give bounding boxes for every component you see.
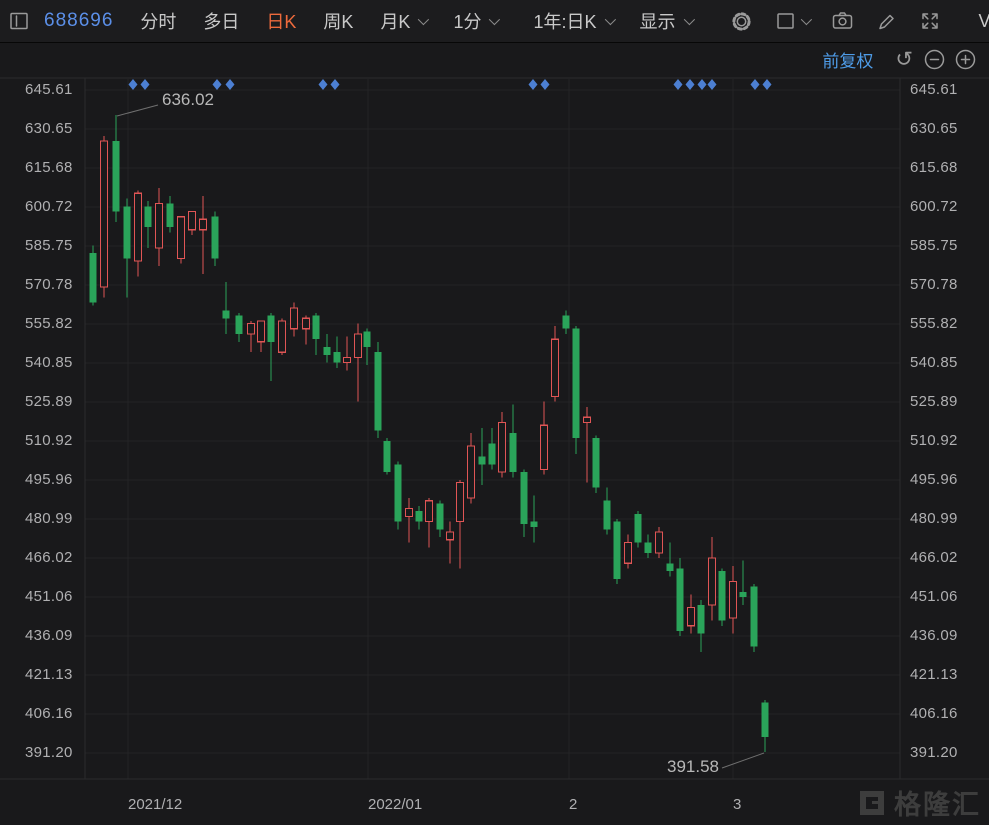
price-label: 570.78 (25, 276, 73, 293)
pencil-icon[interactable] (876, 11, 897, 32)
price-label: 451.06 (910, 588, 958, 605)
price-label: 391.20 (910, 744, 958, 761)
price-label: 510.92 (25, 432, 73, 449)
price-label: 421.13 (25, 666, 73, 683)
price-label: 645.61 (910, 81, 958, 98)
time-label: 2022/01 (368, 796, 423, 813)
event-marker-icon (762, 79, 772, 90)
event-marker-icon (318, 79, 328, 90)
price-label: 421.13 (910, 666, 958, 683)
price-label: 585.75 (910, 237, 958, 254)
price-label: 495.96 (910, 471, 958, 488)
chevron-down-icon (489, 13, 501, 26)
price-label: 480.99 (910, 510, 958, 527)
tab-weekly-k[interactable]: 周K (323, 12, 354, 32)
settings-gear-icon[interactable] (730, 10, 753, 33)
candlestick-chart[interactable] (0, 77, 989, 780)
price-label: 540.85 (910, 354, 958, 371)
adjust-mode-button[interactable]: 前复权 (822, 52, 874, 71)
price-label: 555.82 (25, 315, 73, 332)
price-label: 600.72 (910, 198, 958, 215)
tab-monthly-k[interactable]: 月K (380, 8, 430, 34)
price-label: 555.82 (910, 315, 958, 332)
price-label: 495.96 (25, 471, 73, 488)
event-marker-icon (128, 79, 138, 90)
event-marker-icon (140, 79, 150, 90)
price-label: 600.72 (25, 198, 73, 215)
chevron-down-icon (418, 13, 430, 26)
watermark-brand: 格隆汇 (894, 790, 981, 820)
zoom-out-icon[interactable] (923, 48, 946, 71)
price-label: 615.68 (910, 159, 958, 176)
panel-toggle-left-icon[interactable] (8, 10, 30, 32)
event-marker-icon (330, 79, 340, 90)
chevron-down-icon (683, 13, 695, 26)
event-marker-icon (707, 79, 717, 90)
price-label: 630.65 (910, 120, 958, 137)
event-marker-icon (540, 79, 550, 90)
price-label: 585.75 (25, 237, 73, 254)
fullscreen-icon[interactable] (919, 10, 941, 32)
tab-daily-k[interactable]: 日K (266, 12, 297, 32)
price-label: 645.61 (25, 81, 73, 98)
event-marker-icon (673, 79, 683, 90)
gelonghui-logo-icon (860, 790, 884, 815)
price-label: 436.09 (25, 627, 73, 644)
price-label: 540.85 (25, 354, 73, 371)
price-label: 451.06 (25, 588, 73, 605)
price-label: 630.65 (25, 120, 73, 137)
chevron-down-icon (604, 13, 616, 26)
event-marker-icon (528, 79, 538, 90)
price-label: 570.78 (910, 276, 958, 293)
price-label: 525.89 (25, 393, 73, 410)
price-label: 391.20 (25, 744, 73, 761)
symbol-code[interactable]: 688696 (44, 10, 114, 31)
indicator-box-icon[interactable] (775, 10, 812, 32)
price-label: 510.92 (910, 432, 958, 449)
chart-subheader: 前复权 ↺ (0, 42, 989, 77)
event-marker-icon (685, 79, 695, 90)
vs-button[interactable]: VS (978, 10, 989, 31)
low-annotation: 391.58 (667, 757, 719, 776)
undo-icon[interactable]: ↺ (895, 48, 913, 71)
zoom-in-icon[interactable] (954, 48, 977, 71)
high-annotation: 636.02 (162, 90, 214, 109)
time-label: 2 (569, 796, 578, 813)
event-marker-icon (697, 79, 707, 90)
price-label: 480.99 (25, 510, 73, 527)
range-selector[interactable]: 1年:日K (533, 8, 616, 34)
event-marker-icon (750, 79, 760, 90)
tab-multiday[interactable]: 多日 (203, 12, 240, 32)
price-label: 436.09 (910, 627, 958, 644)
toolbar: 688696 分时 多日 日K 周K 月K 1分 1年:日K 显示 VS F10 (0, 0, 989, 43)
chevron-down-icon (800, 13, 812, 26)
event-marker-icon (225, 79, 235, 90)
time-label: 3 (733, 796, 742, 813)
time-label: 2021/12 (128, 796, 183, 813)
price-label: 615.68 (25, 159, 73, 176)
tab-minute[interactable]: 分时 (140, 12, 177, 32)
price-label: 406.16 (25, 705, 73, 722)
camera-icon[interactable] (831, 10, 854, 32)
price-label: 466.02 (25, 549, 73, 566)
price-label: 466.02 (910, 549, 958, 566)
tab-1min[interactable]: 1分 (453, 8, 501, 34)
display-menu[interactable]: 显示 (640, 8, 695, 34)
price-label: 525.89 (910, 393, 958, 410)
event-marker-icon (212, 79, 222, 90)
watermark: 格隆汇 (857, 783, 981, 822)
price-label: 406.16 (910, 705, 958, 722)
